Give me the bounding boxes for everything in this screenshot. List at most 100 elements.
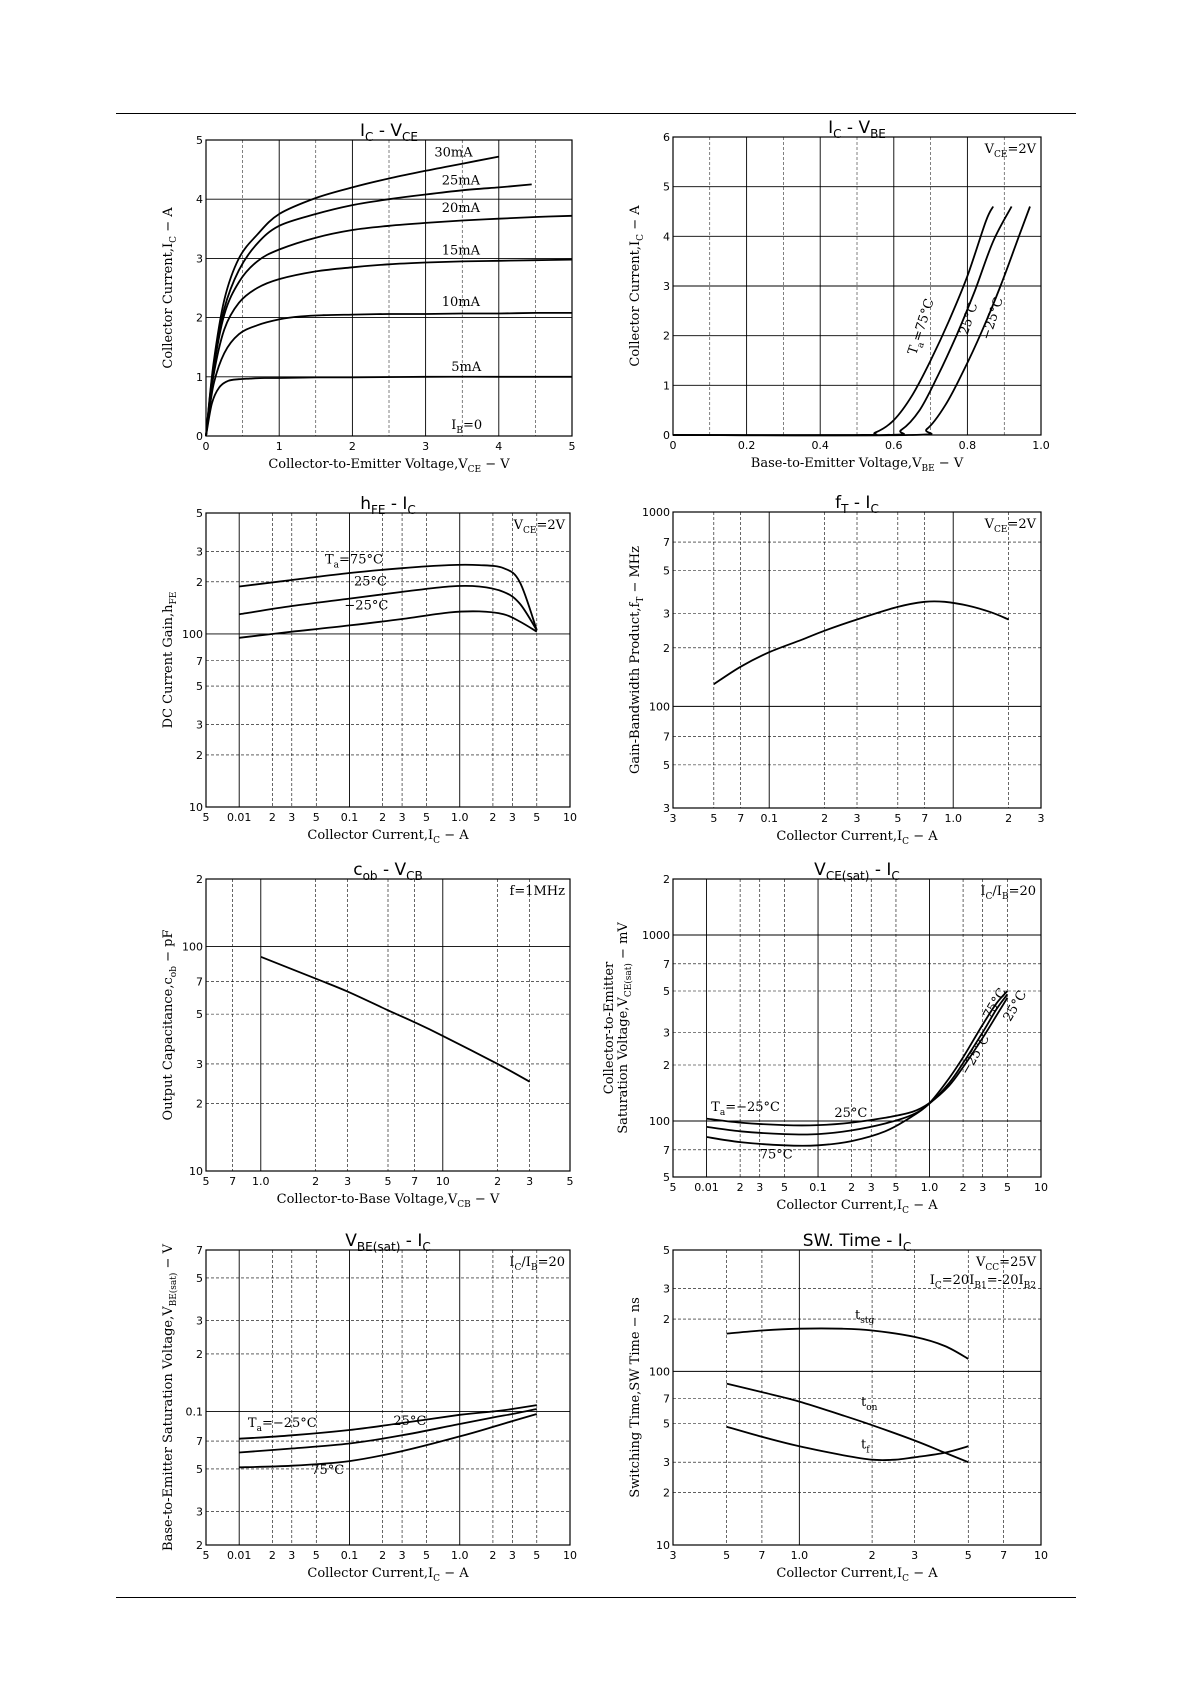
swtime_ic-ytick-label: 5 — [663, 1418, 670, 1431]
hfe_ic-ytick-label: 7 — [196, 655, 203, 668]
vbesat_ic-xtick-label: 2 — [489, 1549, 496, 1562]
hfe_ic-xtick-label: 0.1 — [341, 811, 359, 824]
hfe_ic-ytick-label: 5 — [196, 507, 203, 520]
vbesat_ic-ylabel: Base-to-Emitter Saturation Voltage,VBE(s… — [161, 1243, 179, 1551]
ft_ic-xtick-label: 2 — [1005, 812, 1012, 825]
ic_vbe-curve-label: Ta​=75°C — [905, 297, 940, 358]
vcesat_ic-curve-label: 25°C — [834, 1106, 867, 1121]
vbesat_ic-xtick-label: 3 — [288, 1549, 295, 1562]
ic_vbe-xtick-label: 1.0 — [1032, 439, 1050, 452]
swtime_ic-curve-label: tf​ — [861, 1437, 870, 1455]
ic_vbe-xtick-label: 0.4 — [811, 439, 829, 452]
ft_ic-xtick-label: 3 — [1038, 812, 1045, 825]
vcesat_ic-xtick-label: 0.1 — [809, 1181, 827, 1194]
vcesat_ic-ytick-label: 5 — [663, 985, 670, 998]
ic_vce-ytick-label: 3 — [196, 252, 203, 265]
vcesat_ic-xtick-label: 0.01 — [694, 1181, 719, 1194]
swtime_ic-ytick-label: 10 — [656, 1539, 670, 1552]
hfe_ic-ylabel: DC Current Gain,hFE​ — [161, 592, 179, 729]
ft_ic-xlabel: Collector Current,IC​ − A — [776, 829, 938, 847]
hfe_ic-grid — [205, 512, 571, 808]
swtime_ic-ytick-label: 3 — [663, 1283, 670, 1296]
hfe_ic-xtick-label: 0.01 — [227, 811, 252, 824]
ft_ic-ylabel: Gain-Bandwidth Product,fT​ − MHz — [628, 546, 646, 774]
hfe_ic-curve-label: Ta​=75°C — [325, 553, 383, 571]
vcesat_ic-ytick-label: 7 — [663, 958, 670, 971]
ic_vbe-ytick-label: 4 — [663, 230, 670, 243]
vbesat_ic-ytick-label: 2 — [196, 1348, 203, 1361]
cob_vcb-grid — [205, 878, 571, 1172]
ft_ic-xtick-label: 5 — [894, 812, 901, 825]
ic_vce-xtick-label: 3 — [422, 440, 429, 453]
swtime_ic-title: SW. Time - IC​ — [803, 1231, 911, 1254]
vcesat_ic-xtick-label: 5 — [670, 1181, 677, 1194]
ft_ic-series-line — [713, 600, 1009, 685]
hfe_ic-ytick-label: 2 — [196, 749, 203, 762]
swtime_ic-xtick-label: 3 — [670, 1549, 677, 1562]
vcesat_ic-series-line — [706, 997, 1009, 1127]
hfe_ic-xtick-label: 3 — [509, 811, 516, 824]
ic_vce-series-line — [205, 258, 573, 437]
hfe_ic-xtick-label: 3 — [288, 811, 295, 824]
swtime_ic-xtick-label: 5 — [965, 1549, 972, 1562]
swtime_ic-curve-label: tstg​ — [855, 1308, 874, 1326]
vcesat_ic-series-line — [706, 990, 1009, 1147]
ic_vce-xlabel: Collector-to-Emitter Voltage,VCE​ − V — [268, 457, 510, 475]
hfe_ic-xtick-label: 1.0 — [451, 811, 469, 824]
vbesat_ic-xtick-label: 0.01 — [227, 1549, 252, 1562]
hfe_ic-ytick-label: 3 — [196, 718, 203, 731]
ft_ic-ytick-label: 100 — [649, 700, 670, 713]
ic_vbe-xtick-label: 0.6 — [885, 439, 903, 452]
footer-rule — [116, 1597, 1076, 1598]
ic_vce-title: IC​ - VCE​ — [360, 121, 418, 144]
hfe_ic-series-line — [239, 563, 538, 631]
swtime_ic-grid — [672, 1249, 1042, 1546]
vbesat_ic-xtick-label: 0.1 — [341, 1549, 359, 1562]
vcesat_ic-curve-label: 75°C — [760, 1147, 793, 1162]
ic_vce-ytick-label: 0 — [196, 430, 203, 443]
ic_vce-grid — [205, 139, 573, 437]
swtime_ic-ytick-label: 100 — [649, 1365, 670, 1378]
ic_vce-frame — [205, 139, 573, 437]
vbesat_ic-xtick-label: 10 — [563, 1549, 577, 1562]
vcesat_ic-xlabel: Collector Current,IC​ − A — [776, 1198, 938, 1216]
vcesat_ic-xtick-label: 10 — [1034, 1181, 1048, 1194]
ic_vce-series-line — [205, 183, 532, 437]
swtime_ic-condition: VCC​=25V — [975, 1255, 1037, 1273]
cob_vcb-xtick-label: 1.0 — [252, 1175, 270, 1188]
vbesat_ic-ytick-label: 5 — [196, 1272, 203, 1285]
ic_vbe-xlabel: Base-to-Emitter Voltage,VBE​ − V — [751, 456, 964, 474]
hfe_ic-condition: VCE​=2V — [513, 518, 566, 536]
cob_vcb-xtick-label: 5 — [203, 1175, 210, 1188]
vbesat_ic-xtick-label: 1.0 — [451, 1549, 469, 1562]
ft_ic-ytick-label: 3 — [663, 608, 670, 621]
ft_ic-ytick-label: 5 — [663, 565, 670, 578]
ic_vce-series-line — [205, 311, 573, 437]
hfe_ic-xtick-label: 2 — [489, 811, 496, 824]
ic_vce-series-line — [205, 214, 573, 437]
cob_vcb-ytick-label: 100 — [182, 941, 203, 954]
vbesat_ic-curve-label: 25°C — [393, 1414, 426, 1429]
vbesat_ic-xtick-label: 2 — [379, 1549, 386, 1562]
ft_ic-xtick-label: 3 — [854, 812, 861, 825]
ic_vce-curve-label: 20mA — [442, 201, 481, 216]
ft_ic-xtick-label: 7 — [737, 812, 744, 825]
cob_vcb-xtick-label: 2 — [494, 1175, 501, 1188]
swtime_ic-ytick-label: 7 — [663, 1392, 670, 1405]
swtime_ic-ylabel: Switching Time,SW Time − ns — [628, 1297, 643, 1497]
vcesat_ic-curve-label: −25°C — [958, 1032, 993, 1078]
ic_vce-ytick-label: 2 — [196, 312, 203, 325]
vcesat_ic-ylabel: Collector-to-Emitter — [602, 961, 617, 1094]
ft_ic-xtick-label: 0.1 — [760, 812, 778, 825]
vcesat_ic-title: VCE(sat)​ - IC​ — [814, 860, 900, 883]
ft_ic-condition: VCE​=2V — [984, 517, 1037, 535]
ic_vbe-series-line — [672, 206, 1031, 437]
hfe_ic-ytick-label: 2 — [196, 576, 203, 589]
cob_vcb-ytick-label: 10 — [189, 1165, 203, 1178]
ic_vce-curve-label: IB​=0 — [451, 418, 482, 436]
vcesat_ic-xtick-label: 3 — [979, 1181, 986, 1194]
ic_vbe-title: IC​ - VBE​ — [828, 118, 886, 141]
ic_vbe-xtick-label: 0.2 — [738, 439, 756, 452]
cob_vcb-xtick-label: 3 — [526, 1175, 533, 1188]
ic_vbe-ytick-label: 0 — [663, 429, 670, 442]
